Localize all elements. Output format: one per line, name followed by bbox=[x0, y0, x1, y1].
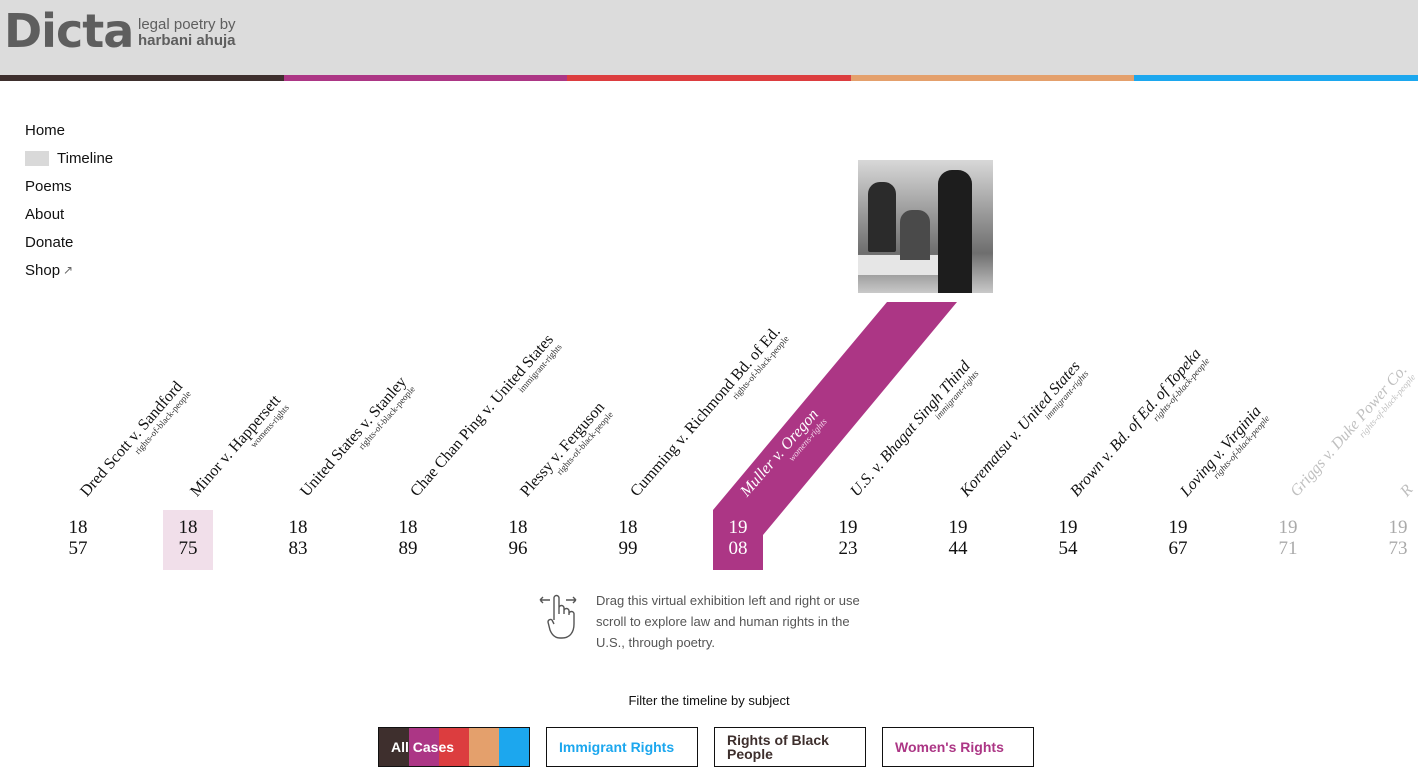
year-decade: 54 bbox=[1058, 538, 1078, 559]
nav-label: About bbox=[25, 205, 65, 223]
color-segment bbox=[499, 728, 529, 766]
year-decade: 71 bbox=[1278, 538, 1298, 559]
stripe-orange bbox=[850, 75, 1135, 81]
year-century: 18 bbox=[508, 517, 528, 538]
nav-label: Shop bbox=[25, 261, 61, 279]
case-year[interactable]: 18 83 bbox=[273, 510, 323, 570]
case-photo[interactable] bbox=[858, 160, 993, 293]
year-century: 18 bbox=[178, 517, 198, 538]
color-segment bbox=[409, 728, 439, 766]
nav-item-shop[interactable]: Shop ↗ bbox=[25, 256, 113, 284]
filter-label: Immigrant Rights bbox=[559, 739, 675, 755]
year-decade: 89 bbox=[398, 538, 418, 559]
tagline-line-1: legal poetry by bbox=[138, 16, 236, 33]
year-century: 19 bbox=[728, 517, 748, 538]
case-year[interactable]: 19 54 bbox=[1043, 510, 1093, 570]
stripe-dark bbox=[0, 75, 284, 81]
drag-hand-icon bbox=[539, 594, 577, 639]
tagline-author: harbani ahuja bbox=[138, 32, 236, 49]
tagline: legal poetry by harbani ahuja bbox=[138, 17, 236, 49]
year-century: 18 bbox=[618, 517, 638, 538]
case-year[interactable]: 18 75 bbox=[163, 510, 213, 570]
year-century: 19 bbox=[1278, 517, 1298, 538]
year-century: 19 bbox=[948, 517, 968, 538]
year-decade: 73 bbox=[1388, 538, 1408, 559]
drag-hint: Drag this virtual exhibition left and ri… bbox=[538, 590, 876, 653]
year-century: 19 bbox=[838, 517, 858, 538]
nav-label: Donate bbox=[25, 233, 74, 251]
color-segment bbox=[469, 728, 499, 766]
year-decade: 96 bbox=[508, 538, 528, 559]
filter-all-cases[interactable]: All Cases bbox=[378, 727, 530, 767]
year-century: 19 bbox=[1388, 517, 1408, 538]
nav-item-poems[interactable]: Poems bbox=[25, 172, 113, 200]
band-shape bbox=[713, 302, 957, 570]
case-year[interactable]: 18 57 bbox=[53, 510, 103, 570]
year-decade: 75 bbox=[178, 538, 198, 559]
photo-desk bbox=[858, 255, 958, 275]
stripe-blue bbox=[1134, 75, 1418, 81]
filter-label: All Cases bbox=[391, 739, 455, 755]
case-year[interactable]: 19 71 bbox=[1263, 510, 1313, 570]
color-segment bbox=[439, 728, 469, 766]
photo-figure bbox=[900, 210, 930, 260]
case-year[interactable]: 18 96 bbox=[493, 510, 543, 570]
case-year[interactable]: 19 23 bbox=[823, 510, 873, 570]
year-decade: 08 bbox=[728, 538, 748, 559]
year-decade: 99 bbox=[618, 538, 638, 559]
filter-women-s-rights[interactable]: Women's Rights bbox=[882, 727, 1034, 767]
year-decade: 23 bbox=[838, 538, 858, 559]
case-year[interactable]: 18 99 bbox=[603, 510, 653, 570]
color-segment bbox=[379, 728, 409, 766]
year-century: 18 bbox=[68, 517, 88, 538]
photo-figure bbox=[868, 182, 896, 252]
case-year[interactable]: 19 73 bbox=[1373, 510, 1418, 570]
external-link-icon: ↗ bbox=[63, 263, 74, 277]
color-stripe bbox=[0, 75, 1418, 81]
nav-item-timeline[interactable]: Timeline bbox=[25, 144, 113, 172]
year-decade: 57 bbox=[68, 538, 88, 559]
nav-label: Timeline bbox=[57, 149, 114, 167]
nav-label: Home bbox=[25, 121, 66, 139]
year-century: 18 bbox=[288, 517, 308, 538]
stripe-purple bbox=[283, 75, 568, 81]
year-century: 19 bbox=[1168, 517, 1188, 538]
year-century: 18 bbox=[398, 517, 418, 538]
year-decade: 67 bbox=[1168, 538, 1188, 559]
case-year[interactable]: 18 89 bbox=[383, 510, 433, 570]
nav-item-home[interactable]: Home bbox=[25, 116, 113, 144]
filter-label: Rights of Black People bbox=[727, 732, 829, 762]
year-century: 19 bbox=[1058, 517, 1078, 538]
filter-title: Filter the timeline by subject bbox=[628, 693, 790, 708]
site-header: Dicta legal poetry by harbani ahuja bbox=[0, 0, 1418, 75]
year-decade: 83 bbox=[288, 538, 308, 559]
nav-item-donate[interactable]: Donate bbox=[25, 228, 113, 256]
active-indicator bbox=[25, 150, 49, 166]
stripe-red bbox=[567, 75, 851, 81]
filter-label: Women's Rights bbox=[895, 739, 1004, 755]
logo[interactable]: Dicta bbox=[4, 4, 134, 58]
main-nav: Home Timeline Poems About Donate Shop ↗ bbox=[25, 116, 113, 284]
nav-label: Poems bbox=[25, 177, 72, 195]
nav-item-about[interactable]: About bbox=[25, 200, 113, 228]
filter-immigrant-rights[interactable]: Immigrant Rights bbox=[546, 727, 698, 767]
case-year[interactable]: 19 44 bbox=[933, 510, 983, 570]
photo-figure bbox=[938, 170, 972, 293]
drag-hint-text: Drag this virtual exhibition left and ri… bbox=[596, 593, 860, 650]
year-decade: 44 bbox=[948, 538, 968, 559]
filter-rights-of-black-people[interactable]: Rights of Black People bbox=[714, 727, 866, 767]
case-year[interactable]: 19 67 bbox=[1153, 510, 1203, 570]
case-year[interactable]: 19 08 bbox=[713, 510, 763, 570]
